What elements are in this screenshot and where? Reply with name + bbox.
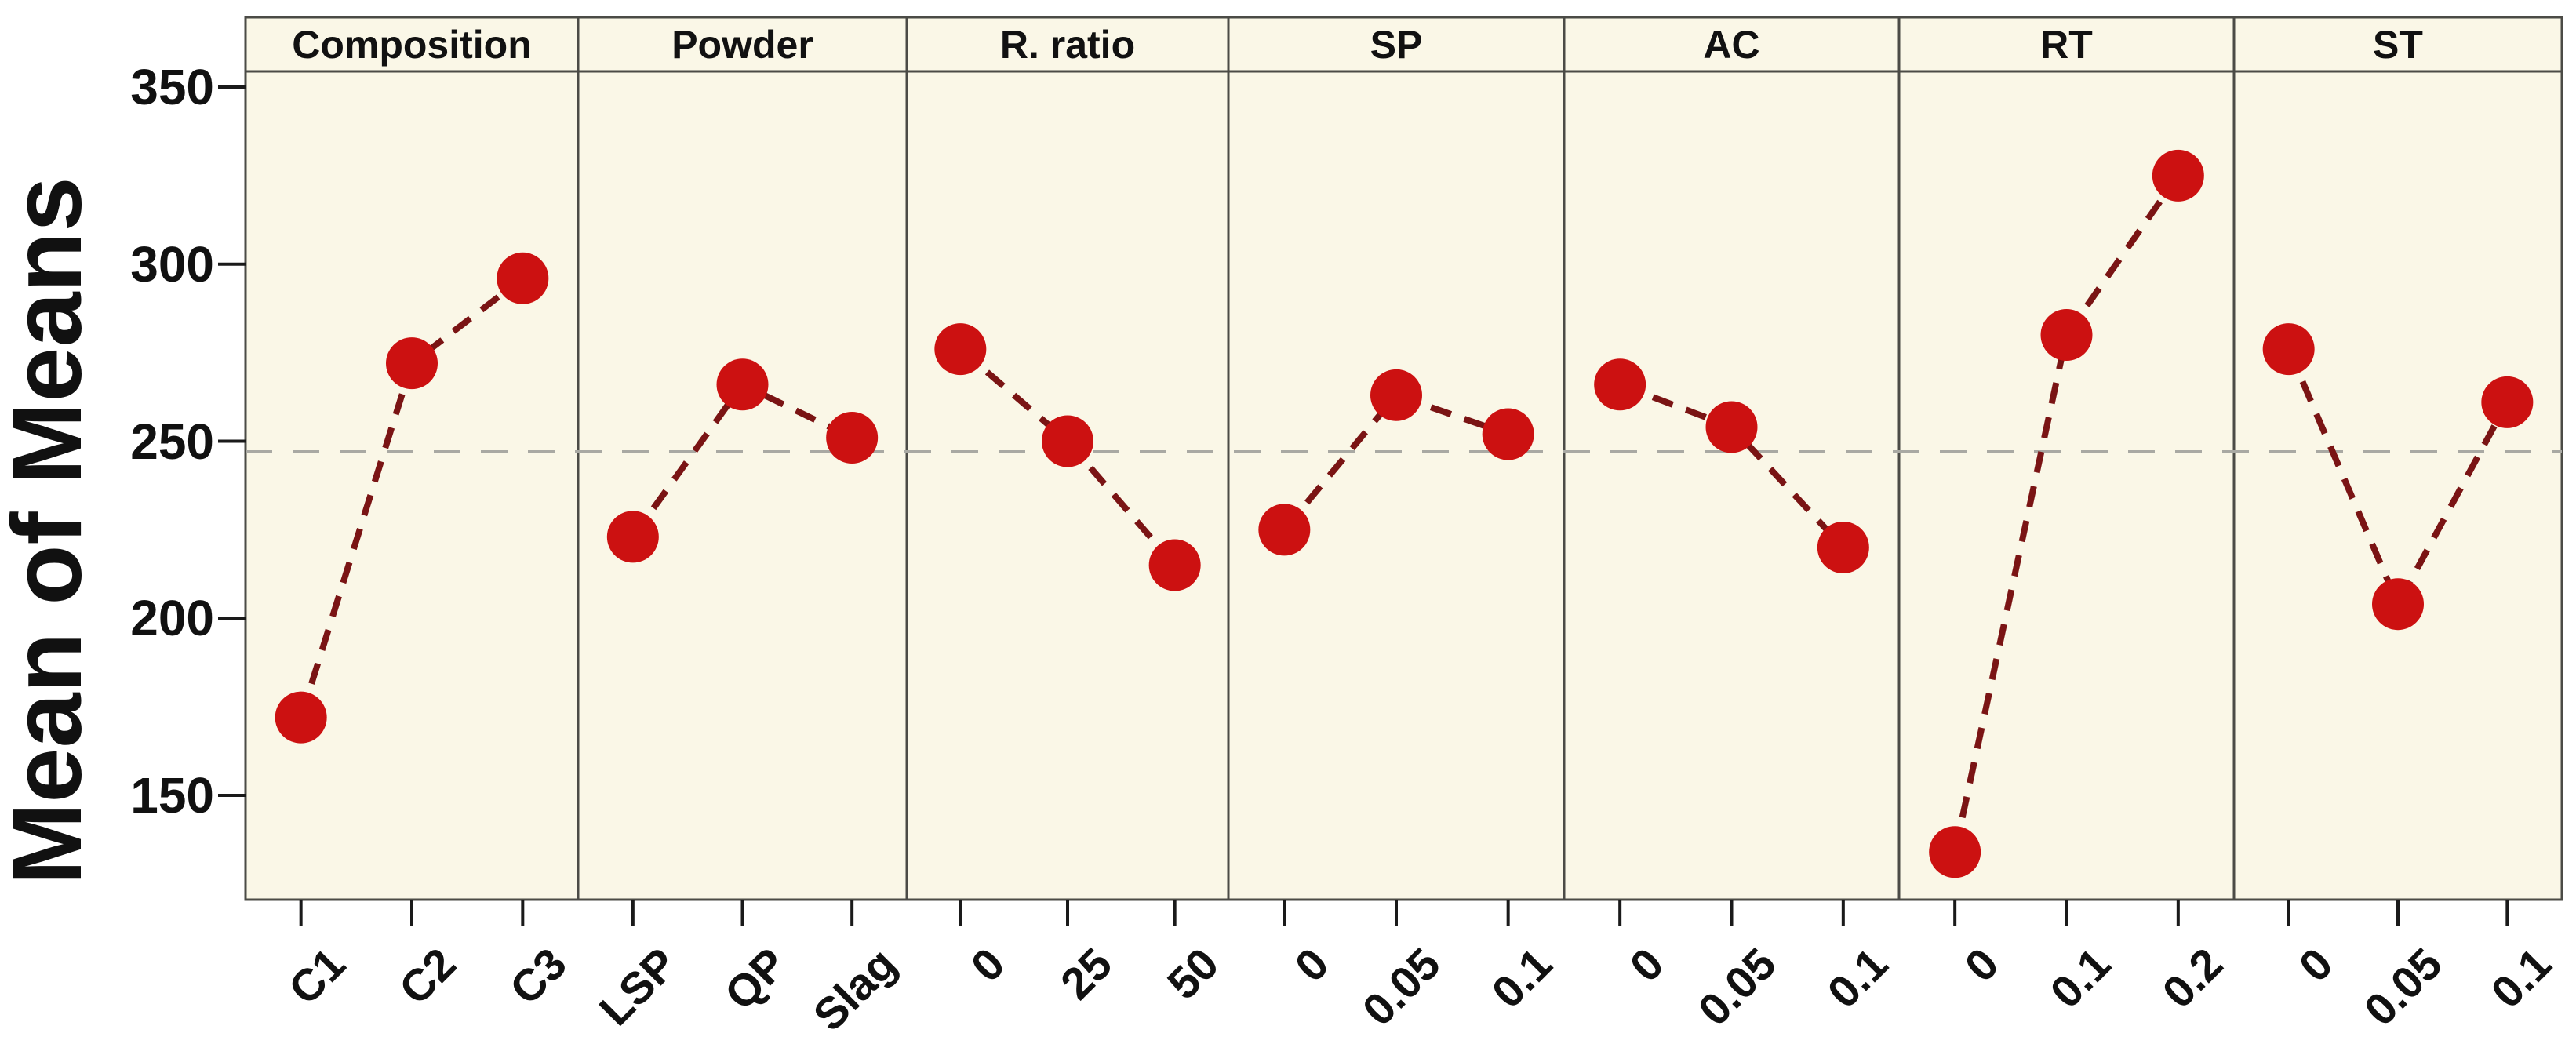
data-point — [2152, 149, 2204, 202]
panel-cell — [244, 70, 580, 901]
data-point — [1370, 369, 1422, 421]
data-point — [716, 358, 769, 411]
data-point — [1258, 504, 1311, 556]
y-tick-label: 350 — [130, 59, 214, 115]
y-tick-label: 300 — [130, 235, 214, 293]
data-point — [497, 252, 549, 304]
panel-header: RT — [2040, 23, 2093, 67]
data-point — [1482, 408, 1534, 460]
data-point — [1705, 401, 1758, 453]
data-point — [1929, 826, 1981, 878]
panel-header: Composition — [292, 23, 532, 67]
panel-header: R. ratio — [999, 23, 1136, 67]
y-tick-label: 150 — [130, 767, 214, 824]
data-point — [2262, 323, 2315, 376]
data-point — [1042, 415, 1093, 467]
panel-cell — [1897, 70, 2236, 901]
panel-header-cell — [2232, 16, 2563, 73]
data-point — [1594, 358, 1646, 411]
data-point — [934, 323, 987, 376]
panel-header: SP — [1370, 23, 1423, 67]
panel-cell — [1563, 70, 1901, 901]
y-tick-label: 250 — [130, 413, 214, 470]
data-point — [386, 337, 438, 390]
data-point — [1148, 539, 1201, 591]
trend-segment — [1282, 391, 1509, 532]
panel-header-cell — [1897, 16, 2236, 73]
y-tick-label: 200 — [130, 590, 214, 647]
panel-cell — [577, 70, 908, 901]
panel-header-cell — [577, 16, 908, 73]
panel-cell — [905, 70, 1230, 901]
data-point — [2481, 376, 2534, 428]
data-point — [2040, 309, 2093, 362]
data-point — [1817, 521, 1869, 573]
panel-cell — [1227, 70, 1566, 901]
data-point — [606, 511, 659, 563]
panel-header: Powder — [671, 23, 813, 67]
panel-header: AC — [1703, 23, 1760, 67]
data-point — [826, 411, 879, 464]
panel-header: ST — [2373, 23, 2423, 67]
data-point — [275, 691, 327, 744]
panel-cell — [2232, 70, 2563, 901]
panel-header-cell — [244, 16, 580, 73]
trend-segment — [2285, 347, 2510, 612]
data-point — [2372, 578, 2424, 631]
